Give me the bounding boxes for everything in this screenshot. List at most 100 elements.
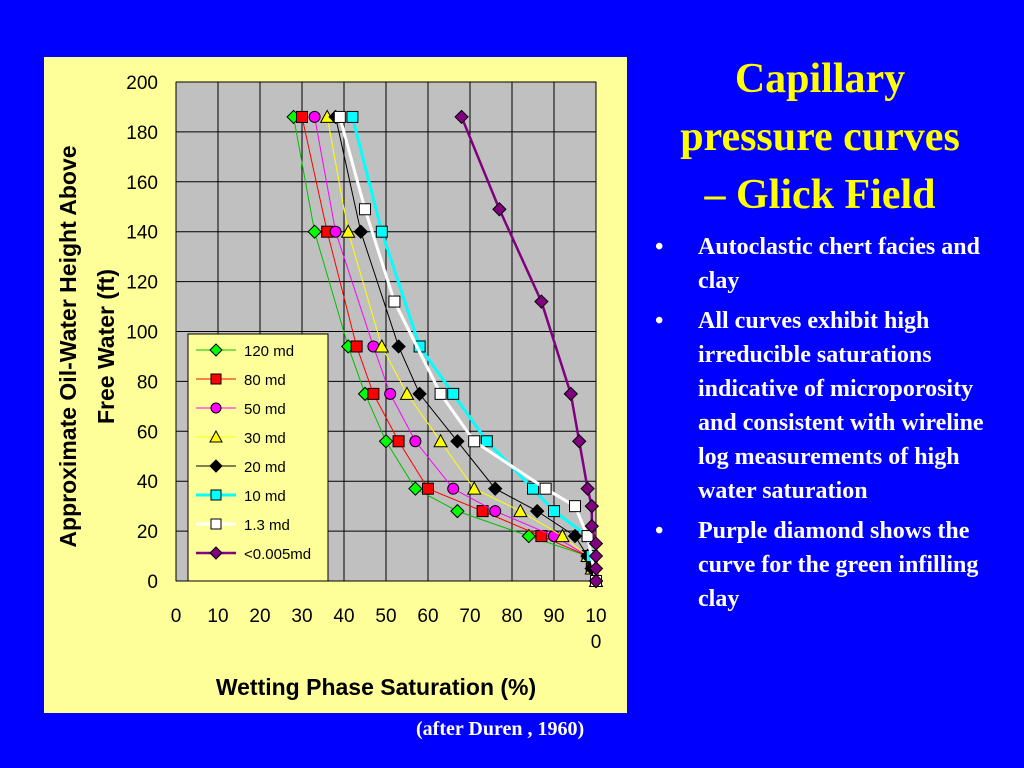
data-point <box>571 434 587 449</box>
data-point <box>454 109 469 125</box>
data-point <box>527 482 539 495</box>
data-point <box>308 110 321 123</box>
legend-marker <box>210 373 222 385</box>
data-point <box>480 435 493 448</box>
legend-marker <box>209 429 223 443</box>
data-point <box>487 481 503 496</box>
legend-label: 10 md <box>244 488 286 505</box>
bullet-text: Purple diamond shows the curve for the g… <box>698 518 979 612</box>
source-caption: (after Duren , 1960) <box>416 718 585 740</box>
bullet-text: All curves exhibit high irreducible satu… <box>698 308 984 504</box>
series-6 <box>333 110 602 587</box>
data-point <box>367 387 380 400</box>
data-point <box>548 505 560 518</box>
data-point <box>409 435 422 448</box>
legend-marker <box>209 459 223 473</box>
data-point <box>378 434 394 449</box>
x-tick-label: 90 <box>543 606 564 627</box>
data-point <box>450 434 465 449</box>
legend-label: 50 md <box>244 401 286 418</box>
x-tick-label: 50 <box>375 606 396 627</box>
data-point <box>555 528 570 543</box>
series-7 <box>454 109 604 589</box>
bullet-marker: • <box>655 308 664 334</box>
x-axis-title: Wetting Phase Saturation (%) <box>216 674 536 700</box>
data-point <box>433 433 448 448</box>
data-point <box>529 503 545 519</box>
y-tick-label: 140 <box>126 223 158 244</box>
bullet-text: Autoclastic chert facies and clay <box>698 234 980 294</box>
data-point <box>412 386 427 402</box>
x-tick-label: 30 <box>291 606 312 627</box>
data-point <box>534 294 549 309</box>
data-point <box>374 338 390 353</box>
data-point <box>350 340 363 353</box>
chart-panel: 0 20 40 60 80 100 120 140 160 180 200 0 10 20 30 40 50 60… <box>44 57 627 713</box>
y-tick-label: 200 <box>126 73 158 94</box>
y-tick-label: 60 <box>137 422 158 443</box>
data-point <box>399 386 415 400</box>
legend-marker <box>209 546 223 560</box>
legend: 120 md 80 md 50 md 30 md 20 md 10 md 1.3 md <0.… <box>187 333 329 582</box>
data-point <box>563 386 579 402</box>
data-point <box>388 295 401 308</box>
x-tick-label: 60 <box>417 606 438 627</box>
data-point <box>567 528 583 544</box>
bullet-item: • Purple diamond shows the curve for the … <box>655 514 1015 616</box>
data-point <box>580 481 595 496</box>
data-point <box>569 500 581 513</box>
data-point <box>296 110 308 123</box>
data-point <box>329 225 342 238</box>
data-point <box>588 573 604 589</box>
bullet-marker: • <box>655 518 664 544</box>
data-point <box>333 110 346 123</box>
data-point <box>492 202 507 217</box>
y-tick-label: 160 <box>126 173 158 194</box>
data-point <box>521 528 537 544</box>
data-point <box>450 503 465 519</box>
legend-marker <box>210 518 222 530</box>
y-tick-label: 20 <box>137 522 158 543</box>
bullet-item: • All curves exhibit high irreducible sat… <box>655 304 1015 508</box>
data-point <box>392 435 405 448</box>
x-tick-label: 10 <box>207 606 228 627</box>
data-point <box>384 387 397 400</box>
data-point <box>584 518 600 534</box>
y-tick-label: 0 <box>147 572 158 593</box>
title-line: pressure curves <box>680 114 960 160</box>
x-tick-label: 80 <box>501 606 522 627</box>
y-tick-label: 120 <box>126 273 158 294</box>
capillary-pressure-chart: 0 20 40 60 80 100 120 140 160 180 200 0 10 20 30 40 50 60… <box>55 73 607 700</box>
data-point <box>340 224 356 238</box>
data-point <box>513 503 528 518</box>
y-tick-label: 40 <box>137 472 158 493</box>
data-point <box>391 339 406 354</box>
data-point <box>447 482 460 495</box>
legend-marker <box>210 402 222 414</box>
legend-label: 1.3 md <box>244 517 290 534</box>
bullet-list: • Autoclastic chert facies and clay • All … <box>655 230 1015 622</box>
data-point <box>422 482 434 495</box>
x-tick-label: 0 <box>171 606 182 627</box>
x-tick-label: 40 <box>333 606 354 627</box>
legend-label: <0.005md <box>244 546 311 563</box>
legend-marker <box>209 343 223 357</box>
legend-label: 80 md <box>244 372 286 389</box>
data-point <box>359 203 371 216</box>
data-point <box>539 482 552 495</box>
data-point <box>468 435 481 448</box>
x-tick-label: 20 <box>249 606 270 627</box>
data-point <box>375 225 388 238</box>
legend-label: 20 md <box>244 459 286 476</box>
data-point <box>408 481 423 496</box>
bullet-item: • Autoclastic chert facies and clay <box>655 230 1015 298</box>
title-line: Capillary <box>734 56 906 102</box>
y-tick-label: 100 <box>126 323 158 344</box>
data-point <box>434 387 447 400</box>
legend-label: 120 md <box>244 343 294 360</box>
legend-label: 30 md <box>244 430 286 447</box>
data-point <box>447 387 460 400</box>
slide-title: Capillary pressure curves – Glick Field <box>650 50 990 224</box>
y-tick-label: 80 <box>137 372 158 393</box>
data-point <box>466 481 482 495</box>
